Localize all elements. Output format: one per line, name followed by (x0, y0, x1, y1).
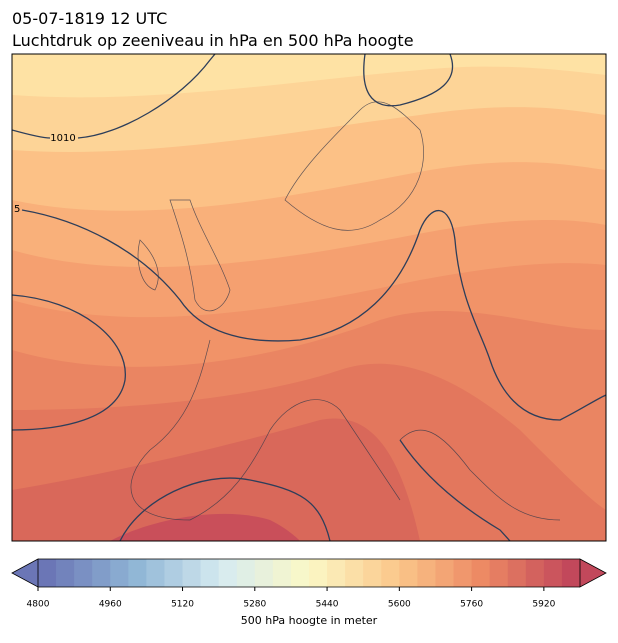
colorbar-segment (218, 559, 238, 587)
colorbar-segment (92, 559, 111, 587)
colorbar-segment (507, 559, 527, 587)
subtitle: Luchtdruk op zeeniveau in hPa en 500 hPa… (12, 31, 414, 50)
colorbar-segment (236, 559, 256, 587)
colorbar-segment (309, 559, 328, 587)
map-frame (11, 53, 607, 542)
isobar (12, 54, 216, 139)
colorbar-segment (272, 559, 292, 587)
isobar (21, 209, 606, 421)
contour-label: 1010 (50, 133, 75, 144)
colorbar-segment (254, 559, 274, 587)
colorbar-segment (200, 559, 220, 587)
band (12, 418, 420, 541)
title: 05-07-1819 12 UTC (12, 9, 167, 28)
colorbar-segment (74, 559, 93, 587)
colorbar-tick-label: 4800 (27, 600, 50, 610)
colorbar-segment (327, 559, 346, 587)
isobar (363, 54, 454, 107)
colorbar-tick-label: 5440 (316, 600, 339, 610)
colorbar-segment (435, 559, 455, 587)
colorbar-tick-label: 5600 (388, 600, 411, 610)
colorbar-segment (182, 559, 202, 587)
isobar (399, 439, 511, 541)
colorbar-segment (381, 559, 400, 587)
contour-label: 5 (14, 204, 20, 215)
colorbar-segment (417, 559, 436, 587)
colorbar-extension (579, 558, 607, 588)
colorbar-segment (164, 559, 184, 587)
colorbar-label: 500 hPa hoogte in meter (241, 614, 378, 627)
colorbar-segment (525, 559, 545, 587)
colorbar-tick-label: 4960 (99, 600, 122, 610)
colorbar-tick-label: 5760 (460, 600, 483, 610)
coastline (130, 101, 561, 521)
colorbar-frame (38, 558, 580, 588)
colorbar-tick-label: 5920 (532, 600, 555, 610)
colorbar-segment (543, 559, 563, 587)
colorbar-segment (146, 559, 165, 587)
isobar (12, 294, 126, 431)
colorbar-segment (38, 559, 57, 587)
colorbar-segment (561, 559, 581, 587)
colorbar-segment (489, 559, 509, 587)
colorbar-segment (399, 559, 418, 587)
colorbar-segment (290, 559, 310, 587)
colorbar-extension (11, 558, 39, 588)
band (110, 513, 300, 541)
colorbar-segment (56, 559, 75, 587)
colorbar-segment (128, 559, 147, 587)
colorbar-tick-label: 5120 (171, 600, 194, 610)
colorbar: 4800 4960 5120 5280 5440 5600 5760 5920 (11, 558, 607, 610)
colorbar-tick-label: 5280 (243, 600, 266, 610)
colorbar-segment (453, 559, 473, 587)
colorbar-segment (471, 559, 491, 587)
colorbar-segment (345, 559, 364, 587)
colorbar-segment (110, 559, 129, 587)
isobar (119, 477, 331, 541)
colorbar-segment (363, 559, 382, 587)
map: 1010 5 (12, 54, 606, 541)
